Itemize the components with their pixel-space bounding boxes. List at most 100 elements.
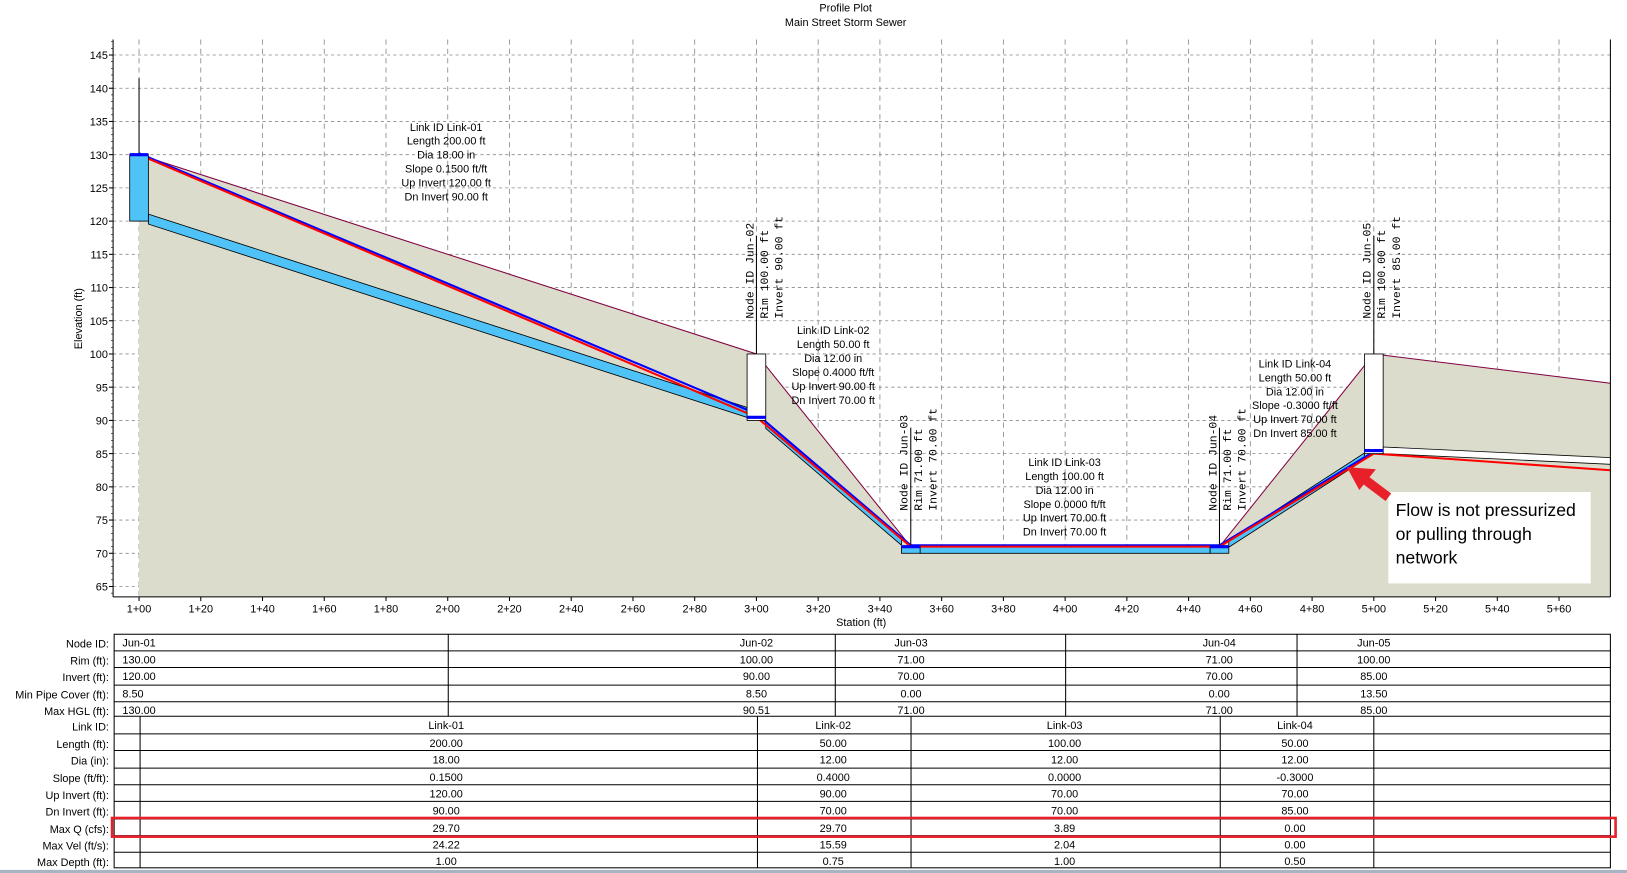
table-cell: 90.00 [433, 805, 460, 817]
table-cell: 90.00 [743, 671, 770, 683]
x-tick-label: 3+40 [868, 603, 892, 615]
table-cell: 120.00 [430, 789, 463, 801]
table-cell: 71.00 [897, 654, 924, 666]
table-cell: 90.51 [743, 705, 770, 717]
y-tick-label: 100 [90, 349, 108, 361]
annotation-line-1: Flow is not pressurized [1396, 500, 1576, 520]
table-cell: 0.00 [1284, 840, 1305, 852]
table-cell: 100.00 [740, 654, 773, 666]
table-cell: 29.70 [820, 823, 847, 835]
ground-fill [139, 154, 1611, 597]
table-cell: 2.04 [1054, 840, 1075, 852]
table-cell: 12.00 [820, 754, 847, 766]
table-row-label: Max Vel (ft/s): [42, 841, 108, 853]
table-cell: 0.4000 [817, 772, 850, 784]
node-label-line: Rim 71.00 ft [914, 429, 926, 511]
y-tick-label: 135 [90, 117, 108, 129]
table-row-label: Max Q (cfs): [50, 824, 109, 836]
table-cell: 70.00 [820, 805, 847, 817]
x-tick-label: 3+20 [806, 603, 830, 615]
x-tick-label: 4+80 [1300, 603, 1324, 615]
link-label-line: Dn Invert 85.00 ft [1253, 428, 1336, 440]
table-cell: 0.00 [900, 689, 921, 701]
chart-title: Profile Plot [819, 2, 872, 14]
table-cell: 85.00 [1281, 805, 1308, 817]
y-tick-label: 95 [96, 382, 108, 394]
table-cell: 12.00 [1281, 754, 1308, 766]
bottom-border [0, 869, 1627, 873]
link-label-line: Length 100.00 ft [1025, 471, 1104, 483]
annotation-box [1388, 492, 1591, 584]
table-cell: 130.00 [122, 705, 155, 717]
table-cell: Link-03 [1047, 720, 1083, 732]
y-tick-label: 145 [90, 50, 108, 62]
table-cell: 8.50 [746, 689, 767, 701]
table-row-label: Rim (ft): [70, 655, 109, 667]
table-cell: 0.50 [1284, 856, 1305, 868]
table-border [113, 633, 1611, 869]
table-cell: 130.00 [122, 654, 155, 666]
y-tick-label: 70 [96, 548, 108, 560]
link-label-line: Link ID Link-04 [1259, 358, 1332, 370]
link-label-line: Up Invert 90.00 ft [792, 381, 875, 393]
link-label-line: Dia 18.00 in [417, 150, 475, 162]
y-tick-label: 75 [96, 515, 108, 527]
table-cell: 120.00 [122, 671, 155, 683]
y-tick-label: 85 [96, 449, 108, 461]
table-cell: Jun-01 [122, 638, 155, 650]
table-cell: Jun-04 [1203, 638, 1236, 650]
table-cell: -0.3000 [1277, 772, 1314, 784]
manholes [129, 78, 1384, 554]
y-tick-label: 65 [96, 582, 108, 594]
link-label-line: Link ID Link-02 [797, 325, 870, 337]
link-label-line: Slope 0.4000 ft/ft [792, 367, 874, 379]
annotation-line-3: network [1396, 548, 1458, 568]
link-label-line: Length 200.00 ft [407, 136, 486, 148]
node-label-line: Rim 71.00 ft [1223, 429, 1235, 511]
x-tick-label: 2+00 [435, 603, 459, 615]
y-tick-label: 125 [90, 183, 108, 195]
table-cell: 70.00 [1281, 789, 1308, 801]
link-label-line: Slope -0.3000 ft/ft [1252, 400, 1338, 412]
plot-labels: Link ID Link-01 Length 200.00 ft Dia 18.00… [401, 122, 1403, 539]
x-tick-label: 4+40 [1176, 603, 1200, 615]
y-tick-label: 140 [90, 83, 108, 95]
x-tick-label: 2+60 [621, 603, 645, 615]
table-row-label: Min Pipe Cover (ft): [15, 690, 109, 702]
table-cell: Link-04 [1277, 720, 1313, 732]
y-axis-label: Elevation (ft) [73, 288, 85, 349]
x-tick-label: 3+60 [929, 603, 953, 615]
chart-subtitle: Main Street Storm Sewer [785, 17, 907, 29]
x-tick-label: 1+60 [312, 603, 336, 615]
node-label-line: Node ID Jun-05 [1363, 223, 1375, 319]
link-label-line: Dn Invert 90.00 ft [404, 191, 487, 203]
y-tick-label: 115 [91, 249, 108, 261]
x-tick-label: 5+60 [1547, 603, 1571, 615]
x-tick-label: 3+80 [991, 603, 1015, 615]
node-label-line: Node ID Jun-03 [900, 415, 912, 511]
link-label-line: Slope 0.1500 ft/ft [405, 164, 487, 176]
x-tick-label: 2+20 [497, 603, 521, 615]
hgl-line [138, 153, 1611, 548]
table-cell: 18.00 [433, 754, 460, 766]
table-cell: 0.00 [1209, 689, 1230, 701]
link-label-line: Slope 0.0000 ft/ft [1023, 499, 1105, 511]
table-cell: 85.00 [1360, 705, 1387, 717]
table-cell: 1.00 [1054, 856, 1075, 868]
link-label-line: Link ID Link-03 [1028, 457, 1101, 469]
node-label-line: Node ID Jun-02 [745, 223, 757, 319]
x-tick-label: 1+40 [250, 603, 274, 615]
table-cell: 85.00 [1360, 671, 1387, 683]
table-cell: 71.00 [897, 705, 924, 717]
results-table: Node ID: Jun-01 Jun-02 Jun-03 Jun-04 Jun-05 Ri… [15, 633, 1617, 869]
table-cell: Jun-03 [894, 638, 927, 650]
node-label-line: Rim 100.00 ft [1377, 230, 1389, 319]
table-row-label: Max HGL (ft): [44, 706, 109, 718]
table-cell: 70.00 [1051, 805, 1078, 817]
x-tick-label: 1+00 [127, 603, 151, 615]
table-cell: 100.00 [1357, 654, 1390, 666]
table-cell: 29.70 [433, 823, 460, 835]
x-tick-label: 1+20 [189, 603, 213, 615]
table-cell: 70.00 [1206, 671, 1233, 683]
table-row-label: Slope (ft/ft): [53, 773, 109, 785]
